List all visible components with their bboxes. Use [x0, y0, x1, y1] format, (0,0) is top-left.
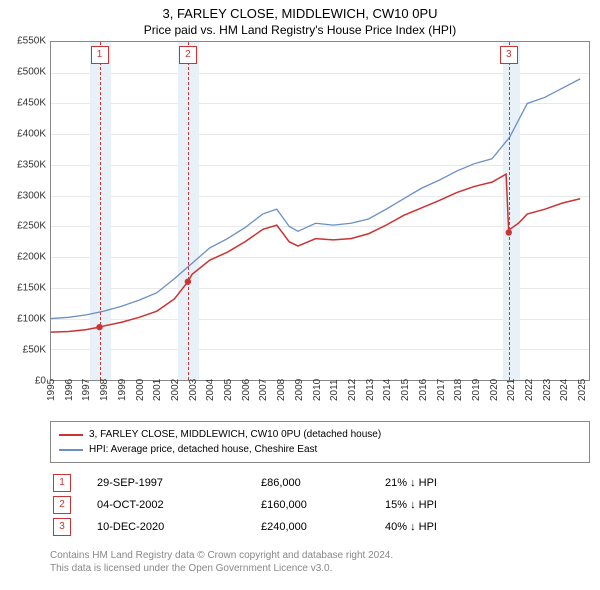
- y-axis-label: £300K: [0, 190, 46, 201]
- x-axis-label: 2002: [170, 379, 181, 401]
- event-diff: 21% ↓ HPI: [384, 473, 506, 493]
- x-axis-label: 2014: [382, 379, 393, 401]
- event-diff: 15% ↓ HPI: [384, 495, 506, 515]
- x-axis-label: 1995: [46, 379, 57, 401]
- events-table: 1 29-SEP-1997£86,00021% ↓ HPI 2 04-OCT-2002…: [50, 471, 508, 539]
- event-row: 2 04-OCT-2002£160,00015% ↓ HPI: [52, 495, 506, 515]
- y-axis-label: £100K: [0, 314, 46, 325]
- footer-attribution: Contains HM Land Registry data © Crown c…: [50, 549, 590, 575]
- y-axis-label: £150K: [0, 283, 46, 294]
- x-axis-label: 2012: [347, 379, 358, 401]
- legend-label: HPI: Average price, detached house, Ches…: [89, 442, 317, 457]
- y-axis-label: £200K: [0, 252, 46, 263]
- event-marker-box: 1: [91, 46, 109, 64]
- legend-item: HPI: Average price, detached house, Ches…: [59, 442, 581, 457]
- event-row-marker: 3: [53, 518, 71, 536]
- y-axis-label: £500K: [0, 66, 46, 77]
- page-title: 3, FARLEY CLOSE, MIDDLEWICH, CW10 0PU: [0, 0, 600, 21]
- x-axis-label: 2001: [152, 379, 163, 401]
- event-line: [509, 42, 510, 380]
- event-row: 1 29-SEP-1997£86,00021% ↓ HPI: [52, 473, 506, 493]
- x-axis-label: 2008: [276, 379, 287, 401]
- legend-item: 3, FARLEY CLOSE, MIDDLEWICH, CW10 0PU (d…: [59, 427, 581, 442]
- x-axis-label: 2017: [436, 379, 447, 401]
- y-axis: £0£50K£100K£150K£200K£250K£300K£350K£400…: [0, 41, 48, 381]
- x-axis-label: 1997: [81, 379, 92, 401]
- x-axis-label: 1996: [64, 379, 75, 401]
- x-axis-label: 2025: [577, 379, 588, 401]
- x-axis-label: 2000: [135, 379, 146, 401]
- x-axis-label: 2006: [241, 379, 252, 401]
- x-axis-label: 2009: [294, 379, 305, 401]
- x-axis-label: 2010: [312, 379, 323, 401]
- event-row: 3 10-DEC-2020£240,00040% ↓ HPI: [52, 517, 506, 537]
- y-axis-label: £550K: [0, 36, 46, 47]
- x-axis-label: 2011: [329, 379, 340, 401]
- y-axis-label: £400K: [0, 128, 46, 139]
- x-axis-label: 1998: [99, 379, 110, 401]
- x-axis-label: 2023: [542, 379, 553, 401]
- event-line: [100, 42, 101, 380]
- legend-swatch: [59, 434, 83, 436]
- x-axis-label: 2013: [365, 379, 376, 401]
- event-line: [188, 42, 189, 380]
- y-axis-label: £450K: [0, 97, 46, 108]
- x-axis-label: 1999: [117, 379, 128, 401]
- event-row-marker: 2: [53, 496, 71, 514]
- event-marker-box: 2: [179, 46, 197, 64]
- x-axis-label: 2020: [489, 379, 500, 401]
- footer-line: Contains HM Land Registry data © Crown c…: [50, 549, 590, 562]
- event-price: £86,000: [260, 473, 382, 493]
- x-axis-label: 2016: [418, 379, 429, 401]
- chart-area: £0£50K£100K£150K£200K£250K£300K£350K£400…: [50, 41, 590, 381]
- footer-line: This data is licensed under the Open Gov…: [50, 562, 590, 575]
- x-axis-label: 2007: [258, 379, 269, 401]
- x-axis-label: 2019: [471, 379, 482, 401]
- event-diff: 40% ↓ HPI: [384, 517, 506, 537]
- x-axis: 1995199619971998199920002001200220032004…: [50, 381, 590, 421]
- x-axis-label: 2021: [506, 379, 517, 401]
- y-axis-label: £50K: [0, 345, 46, 356]
- legend-swatch: [59, 449, 83, 451]
- x-axis-label: 2018: [453, 379, 464, 401]
- y-axis-label: £350K: [0, 159, 46, 170]
- series-line-hpi: [51, 79, 580, 319]
- event-date: 04-OCT-2002: [96, 495, 258, 515]
- x-axis-label: 2005: [223, 379, 234, 401]
- y-axis-label: £250K: [0, 221, 46, 232]
- y-axis-label: £0: [0, 376, 46, 387]
- event-price: £240,000: [260, 517, 382, 537]
- x-axis-label: 2003: [188, 379, 199, 401]
- series-line-price_paid: [51, 174, 580, 332]
- x-axis-label: 2015: [400, 379, 411, 401]
- page-subtitle: Price paid vs. HM Land Registry's House …: [0, 21, 600, 41]
- legend-label: 3, FARLEY CLOSE, MIDDLEWICH, CW10 0PU (d…: [89, 427, 381, 442]
- event-date: 10-DEC-2020: [96, 517, 258, 537]
- x-axis-label: 2004: [205, 379, 216, 401]
- x-axis-label: 2024: [559, 379, 570, 401]
- legend-box: 3, FARLEY CLOSE, MIDDLEWICH, CW10 0PU (d…: [50, 421, 590, 463]
- event-marker-box: 3: [500, 46, 518, 64]
- event-row-marker: 1: [53, 474, 71, 492]
- x-axis-label: 2022: [524, 379, 535, 401]
- event-date: 29-SEP-1997: [96, 473, 258, 493]
- plot-area: 1 2 3: [50, 41, 590, 381]
- event-price: £160,000: [260, 495, 382, 515]
